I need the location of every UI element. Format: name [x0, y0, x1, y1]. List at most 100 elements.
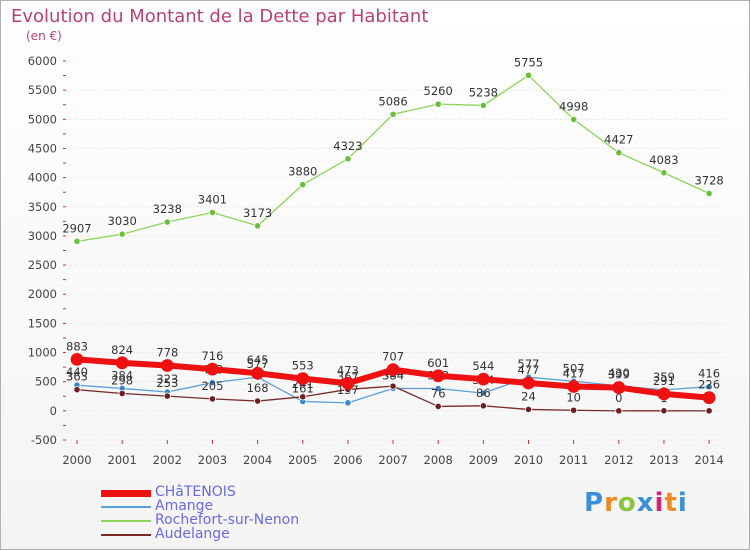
logo-letter: o — [617, 488, 637, 518]
chart-title: Evolution du Montant de la Dette par Hab… — [11, 6, 429, 27]
data-label: 10 — [566, 390, 581, 404]
y-tick-label: 5500 — [28, 83, 57, 97]
x-tick-label: 2006 — [333, 453, 362, 467]
data-label: 577 — [247, 357, 269, 371]
data-label: 3030 — [108, 214, 137, 228]
data-label: 24 — [521, 389, 536, 403]
data-point — [479, 402, 487, 410]
legend-label: Rochefort-sur-Nenon — [155, 512, 300, 528]
data-point — [705, 189, 713, 198]
data-label: 577 — [518, 357, 540, 371]
x-tick-label: 2003 — [198, 453, 227, 467]
data-point — [476, 372, 490, 386]
data-point — [705, 382, 713, 391]
data-point — [208, 379, 217, 387]
data-label: 5260 — [424, 84, 453, 98]
data-point — [615, 407, 623, 415]
data-label: 399 — [608, 368, 630, 382]
y-tick-label: 4500 — [28, 141, 57, 155]
data-label: 645 — [247, 353, 269, 367]
data-point — [386, 363, 400, 377]
data-point — [296, 372, 310, 386]
data-label: 3728 — [694, 173, 723, 187]
y-tick-label: 5000 — [28, 112, 57, 126]
data-label: 4323 — [333, 139, 362, 153]
logo-letter: r — [604, 488, 618, 518]
data-label: 473 — [337, 363, 359, 377]
data-label: 226 — [698, 378, 720, 392]
x-tick-label: 2012 — [604, 453, 633, 467]
data-point — [615, 149, 623, 157]
data-point — [434, 100, 442, 108]
data-label: 601 — [427, 356, 449, 370]
data-label: 477 — [518, 363, 540, 377]
data-point — [254, 397, 262, 405]
data-point — [344, 399, 352, 407]
y-tick-label: 3500 — [28, 200, 57, 214]
data-label: 205 — [201, 379, 223, 393]
data-label: 3401 — [198, 193, 227, 207]
y-tick-label: 0 — [50, 404, 57, 418]
data-point — [660, 169, 668, 177]
data-label: 291 — [653, 374, 675, 388]
legend-swatch — [101, 534, 151, 536]
data-label: 359 — [653, 370, 675, 384]
data-point — [524, 71, 533, 79]
data-point — [341, 376, 355, 390]
data-point — [208, 208, 217, 217]
data-point — [344, 155, 352, 163]
x-tick-label: 2004 — [243, 453, 272, 467]
data-point — [570, 115, 578, 124]
data-point — [299, 393, 307, 401]
legend-label: CHâTENOIS — [155, 484, 236, 500]
data-label: 86 — [476, 386, 491, 400]
data-label: 253 — [156, 376, 178, 390]
data-point — [705, 407, 713, 415]
data-point — [389, 382, 397, 390]
logo-letter: i — [654, 488, 665, 518]
logo-letter: P — [584, 488, 605, 518]
y-tick-label: 500 — [35, 375, 57, 389]
data-label: 716 — [201, 349, 223, 363]
legend-label: Audelange — [155, 526, 230, 542]
data-label: 5238 — [469, 85, 498, 99]
logo-letter: x — [636, 488, 655, 518]
data-point — [570, 406, 578, 414]
y-tick-label: 2500 — [28, 258, 57, 272]
data-point — [479, 101, 487, 110]
x-tick-label: 2014 — [694, 453, 723, 467]
data-label: 430 — [608, 366, 630, 380]
x-tick-label: 2011 — [559, 453, 588, 467]
legend-label: Amange — [155, 498, 214, 514]
data-point — [612, 381, 626, 394]
x-tick-label: 2013 — [649, 453, 678, 467]
data-point — [251, 366, 265, 380]
y-tick-label: 4000 — [28, 171, 57, 185]
x-tick-label: 2008 — [424, 453, 453, 467]
data-point — [118, 389, 126, 398]
legend-swatch — [101, 489, 151, 497]
chart-unit: (en €) — [26, 29, 62, 43]
data-point — [567, 380, 581, 393]
legend-swatch — [101, 506, 151, 508]
data-label: 544 — [472, 359, 494, 373]
data-label: 3238 — [153, 202, 182, 216]
y-tick-label: -500 — [31, 433, 57, 447]
data-point — [208, 395, 217, 403]
data-point — [434, 384, 442, 393]
data-label: 323 — [156, 372, 178, 386]
data-point — [73, 237, 81, 245]
data-label: 161 — [292, 381, 314, 395]
data-label: 0 — [615, 391, 622, 405]
data-label: 507 — [563, 361, 585, 375]
data-point — [163, 218, 171, 226]
y-tick-label: 6000 — [28, 54, 57, 68]
data-label: 4998 — [559, 99, 588, 113]
data-point — [160, 359, 174, 372]
x-tick-label: 2005 — [288, 453, 317, 467]
y-tick-label: 1500 — [28, 316, 57, 330]
y-tick-label: 1000 — [28, 346, 57, 360]
legend-swatch — [101, 520, 151, 522]
data-label: 778 — [156, 345, 178, 359]
